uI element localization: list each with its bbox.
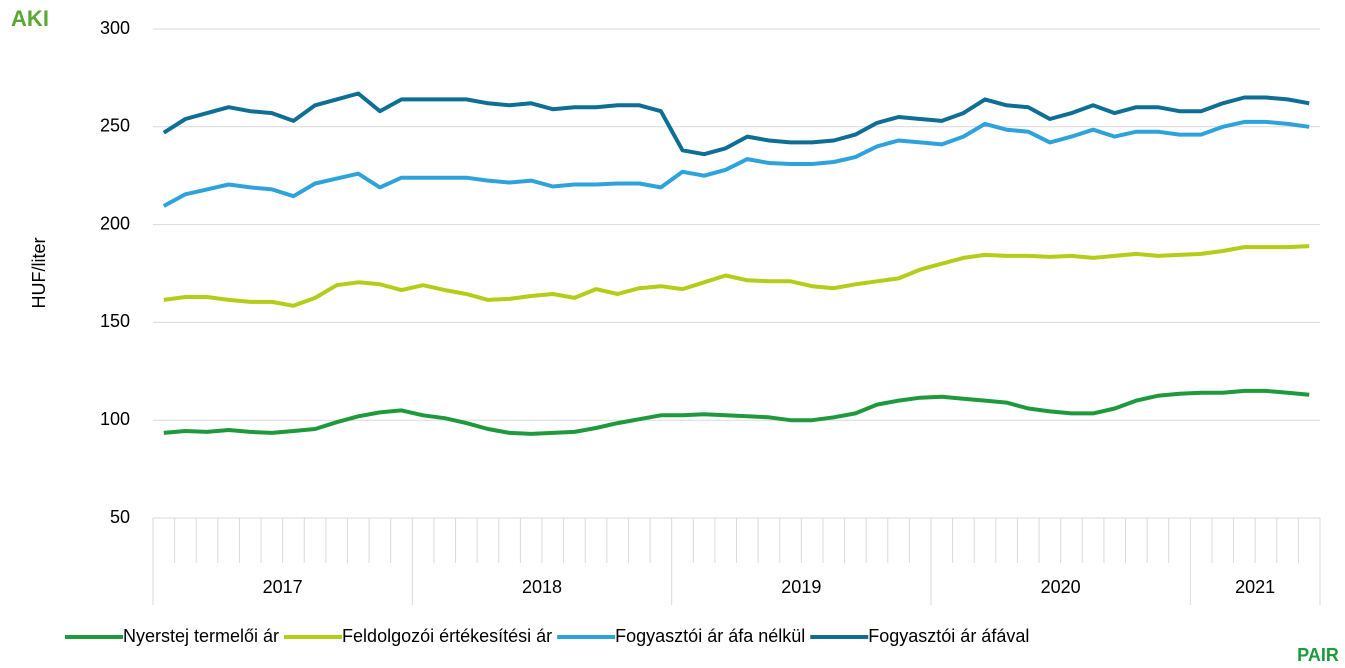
x-group-label: 2019	[781, 577, 821, 597]
series-line	[162, 91, 1310, 157]
y-tick-label: 200	[100, 213, 130, 233]
y-tick-label: 250	[100, 116, 130, 136]
x-group-label: 2021	[1235, 577, 1275, 597]
logo: AKI	[11, 6, 49, 31]
y-tick-label: 50	[110, 507, 130, 527]
y-tick-label: 300	[100, 18, 130, 38]
legend-label: Fogyasztói ár áfával	[868, 626, 1029, 646]
y-axis-label: HUF/liter	[29, 237, 49, 308]
x-group-label: 2017	[263, 577, 303, 597]
logo: PAIR	[1297, 645, 1339, 665]
legend-label: Fogyasztói ár áfa nélkül	[615, 626, 805, 646]
legend-label: Feldolgozói értékesítési ár	[342, 626, 552, 646]
x-group-label: 2020	[1041, 577, 1081, 597]
x-group-label: 2018	[522, 577, 562, 597]
legend-label: Nyerstej termelői ár	[123, 626, 279, 646]
series-line	[163, 388, 1310, 436]
y-tick-label: 100	[100, 409, 130, 429]
series-line	[162, 119, 1310, 208]
y-tick-label: 150	[100, 311, 130, 331]
series-line	[163, 244, 1310, 308]
